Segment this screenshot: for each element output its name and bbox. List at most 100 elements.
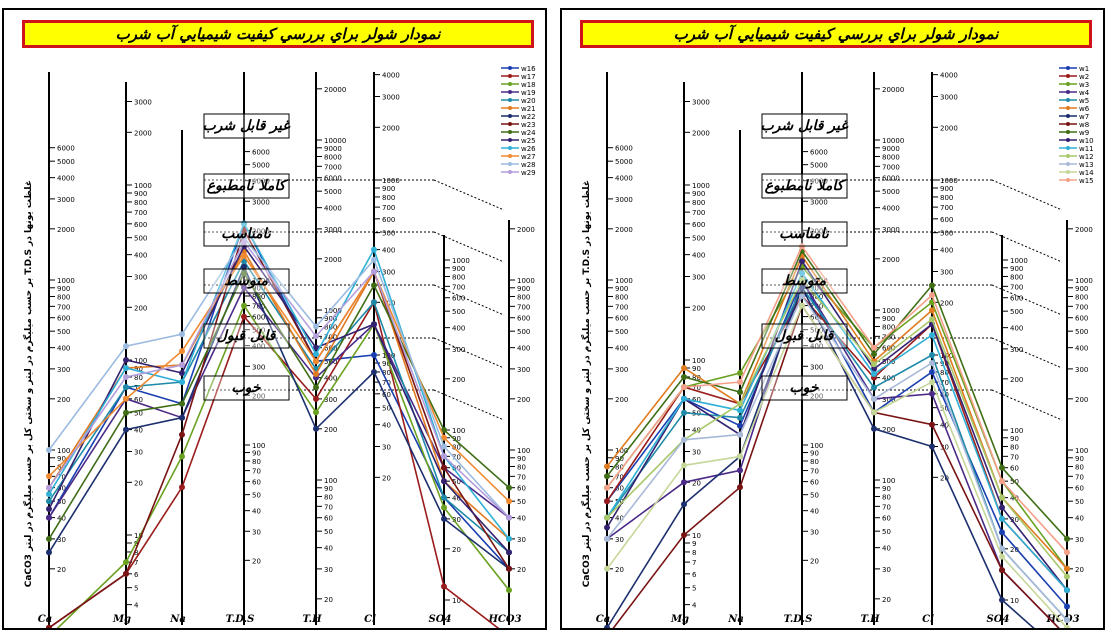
data-point-w3 [737, 370, 743, 376]
tick-label: 200 [324, 426, 337, 434]
tick-label: 2000 [810, 227, 828, 235]
data-point-w14 [929, 379, 935, 386]
tick-label: 9000 [324, 145, 342, 153]
data-point-w22 [241, 263, 247, 270]
series-line-w24 [48, 271, 510, 540]
zone-boundary-line [433, 337, 505, 369]
tick-label: 6 [692, 571, 697, 579]
data-point-w15 [737, 379, 743, 385]
zone-label-box [203, 173, 290, 199]
legend-entry: w16 [521, 65, 536, 73]
tick-label: 300 [810, 363, 823, 371]
tick-label: 90 [382, 360, 391, 368]
tick-label: 4000 [57, 175, 75, 183]
tick-label: 400 [1010, 325, 1023, 333]
legend-marker [1066, 138, 1070, 142]
legend-marker [508, 90, 512, 94]
tick-label: 20 [57, 566, 66, 574]
tick-label: 700 [517, 303, 530, 311]
tick-label: 70 [57, 473, 66, 481]
tick-label: 6 [134, 571, 139, 579]
zone-boundary-line [991, 284, 1063, 316]
tick-label: 20 [252, 557, 261, 565]
data-point-w27 [179, 348, 185, 355]
data-point-w7 [799, 284, 805, 291]
data-point-w13 [604, 535, 610, 542]
zone-label: متوسط [782, 273, 826, 289]
tick-label: 1000 [940, 177, 958, 185]
legend-marker [508, 106, 512, 110]
tick-label: 90 [517, 455, 526, 463]
tick-label: 100 [517, 447, 530, 455]
tick-label: 500 [517, 328, 530, 336]
zone-label-box [761, 113, 848, 139]
data-point-w22 [179, 414, 185, 421]
tick-label: 70 [452, 453, 461, 461]
legend-entry: w21 [521, 105, 536, 113]
tick-label: 50 [615, 498, 624, 506]
series-line-w28 [48, 236, 510, 519]
tick-label: 900 [452, 265, 465, 273]
tick-label: 80 [615, 463, 624, 471]
data-point-w27 [506, 498, 512, 505]
data-point-w15 [681, 384, 687, 391]
tick-label: 5 [134, 585, 138, 593]
tick-label: 2000 [940, 124, 958, 132]
data-point-w4 [737, 467, 743, 474]
tick-label: 900 [810, 285, 823, 293]
tick-label: 7 [692, 559, 696, 567]
tick-label: 6000 [57, 145, 75, 153]
tick-label: 6000 [615, 145, 633, 153]
tick-label: 80 [134, 374, 143, 382]
data-point-w25 [46, 506, 52, 512]
tick-label: 300 [940, 269, 953, 277]
legend-marker [1066, 90, 1070, 94]
data-point-w11 [1064, 587, 1070, 594]
zone-label: غير قابل شرب [202, 118, 291, 134]
data-point-w25 [441, 478, 447, 485]
tick-label: 800 [134, 199, 147, 207]
axis-category-label: T.H [302, 614, 322, 625]
tick-label: 30 [1075, 536, 1084, 544]
data-point-w9 [681, 374, 687, 380]
tick-label: 40 [692, 427, 701, 435]
series-line-w12 [606, 278, 1068, 578]
tick-label: 400 [452, 325, 465, 333]
data-point-w24 [441, 427, 447, 433]
tick-label: 30 [252, 528, 261, 536]
tick-label: 400 [1075, 345, 1088, 353]
legend-marker [1066, 98, 1070, 102]
data-point-w12 [929, 316, 935, 323]
axis-category-label: T.D.S [226, 614, 255, 625]
legend-entry: w5 [1079, 97, 1089, 105]
series-line-w19 [48, 286, 510, 519]
data-point-w26 [179, 379, 185, 385]
series-line-w25 [48, 244, 510, 553]
legend-entry: w10 [1079, 137, 1094, 145]
tick-label: 300 [692, 274, 705, 282]
tick-label: 50 [882, 528, 891, 536]
data-point-w24 [241, 270, 247, 277]
tick-label: 70 [1075, 473, 1084, 481]
axis-category-label: Na [727, 614, 744, 625]
data-point-w29 [123, 374, 129, 380]
data-point-w9 [999, 464, 1005, 471]
legend-entry: w26 [521, 145, 536, 153]
data-point-w6 [1064, 565, 1070, 572]
tick-label: 900 [692, 190, 705, 198]
tick-label: 100 [882, 477, 895, 485]
legend-marker [1066, 114, 1070, 118]
tick-label: 400 [517, 345, 530, 353]
tick-label: 300 [252, 363, 265, 371]
zone-label: كاملا نامطبوع [207, 178, 289, 194]
data-point-w16 [371, 352, 377, 358]
tick-label: 300 [382, 269, 395, 277]
data-point-w5 [681, 409, 687, 416]
legend-marker [508, 146, 512, 150]
legend-marker [508, 162, 512, 166]
legend-marker [1066, 162, 1070, 166]
data-point-w26 [123, 365, 129, 371]
data-point-w12 [871, 361, 877, 368]
tick-label: 40 [252, 508, 261, 516]
data-point-w26 [46, 491, 52, 498]
